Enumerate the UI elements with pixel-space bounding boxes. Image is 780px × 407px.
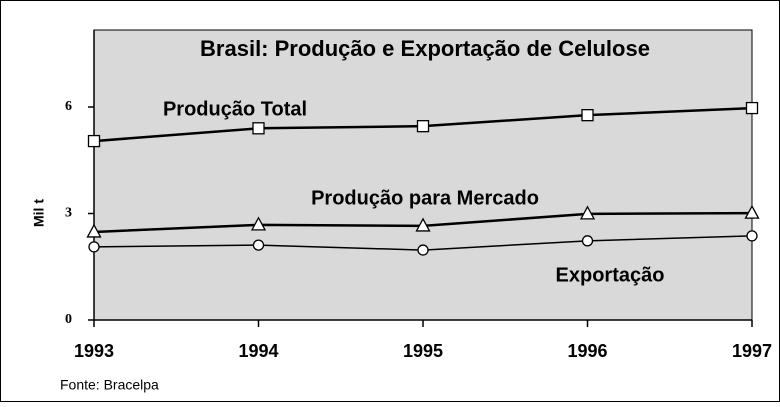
marker (745, 101, 759, 115)
marker (252, 239, 265, 251)
y-tick-label: 0 (65, 312, 72, 327)
marker (416, 120, 430, 133)
marker (746, 230, 758, 242)
marker (250, 216, 267, 231)
x-tick-label: 1993 (74, 341, 114, 361)
marker (417, 244, 429, 256)
chart-title: Brasil: Produção e Exportação de Celulos… (200, 36, 650, 61)
marker (744, 204, 760, 219)
y-tick-label: 6 (65, 99, 72, 114)
x-tick-label: 1994 (238, 341, 278, 361)
marker (581, 109, 594, 122)
series-label: Produção Total (163, 98, 307, 120)
plot-area (93, 29, 753, 321)
x-tick-label: 1996 (567, 341, 607, 361)
y-axis-label: Mil t (31, 199, 47, 227)
marker (87, 134, 101, 148)
series-label: Produção para Mercado (311, 187, 539, 209)
y-tick-label: 3 (65, 206, 72, 221)
source-note: Fonte: Bracelpa (60, 377, 159, 393)
marker (86, 223, 102, 238)
marker (88, 241, 100, 253)
marker (252, 122, 265, 135)
x-tick-label: 1997 (732, 341, 772, 361)
marker (581, 235, 594, 247)
series-label: Exportação (556, 264, 665, 286)
marker (415, 217, 431, 232)
marker (579, 205, 596, 220)
x-tick-label: 1995 (403, 341, 443, 361)
